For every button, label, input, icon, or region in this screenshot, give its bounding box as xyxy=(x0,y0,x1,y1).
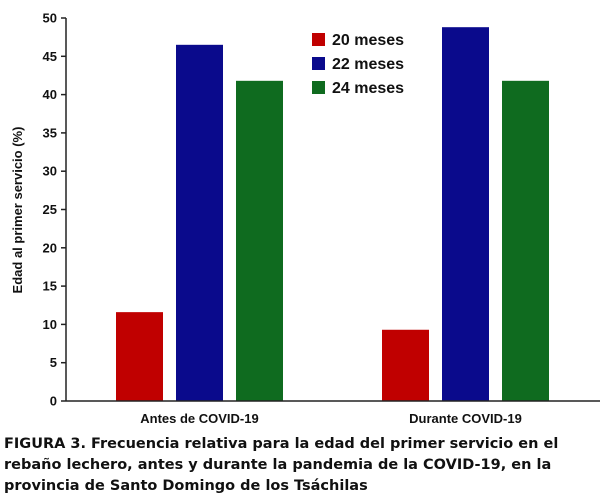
y-tick-label: 20 xyxy=(43,240,57,255)
bar-22-meses-0 xyxy=(176,44,223,402)
legend-label: 24 meses xyxy=(332,80,404,97)
x-axis-labels: Antes de COVID-19 Durante COVID-19 xyxy=(140,411,522,426)
legend-label: 22 meses xyxy=(332,56,404,73)
bars xyxy=(116,27,549,402)
x-category-label: Antes de COVID-19 xyxy=(140,411,258,426)
figure-caption: FIGURA 3. Frecuencia relativa para la ed… xyxy=(4,436,559,494)
bar-20-meses-1 xyxy=(382,329,429,401)
y-tick-label: 40 xyxy=(43,87,57,102)
bar-20-meses-0 xyxy=(116,312,163,401)
legend-swatch xyxy=(312,81,325,94)
y-axis-ticks: 0 5 10 15 20 25 30 35 40 45 50 xyxy=(43,11,66,409)
legend-label: 20 meses xyxy=(332,32,404,49)
legend: 20 meses 22 meses 24 meses xyxy=(312,32,404,97)
y-tick-label: 45 xyxy=(43,49,57,64)
y-axis-title: Edad al primer servicio (%) xyxy=(10,127,25,294)
legend-swatch xyxy=(312,57,325,70)
y-tick-label: 30 xyxy=(43,164,57,179)
y-tick-label: 0 xyxy=(50,394,57,409)
bar-chart: Edad al primer servicio (%) 0 5 10 15 20 25 30… xyxy=(10,11,600,426)
y-tick-label: 10 xyxy=(43,317,57,332)
y-tick-label: 50 xyxy=(43,11,57,26)
y-tick-label: 15 xyxy=(43,279,57,294)
bar-22-meses-1 xyxy=(442,27,489,402)
y-tick-label: 25 xyxy=(43,202,57,217)
x-category-label: Durante COVID-19 xyxy=(409,411,522,426)
bar-24-meses-0 xyxy=(236,80,283,401)
y-tick-label: 35 xyxy=(43,125,57,140)
legend-swatch xyxy=(312,33,325,46)
y-tick-label: 5 xyxy=(50,355,57,370)
bar-24-meses-1 xyxy=(502,80,549,401)
